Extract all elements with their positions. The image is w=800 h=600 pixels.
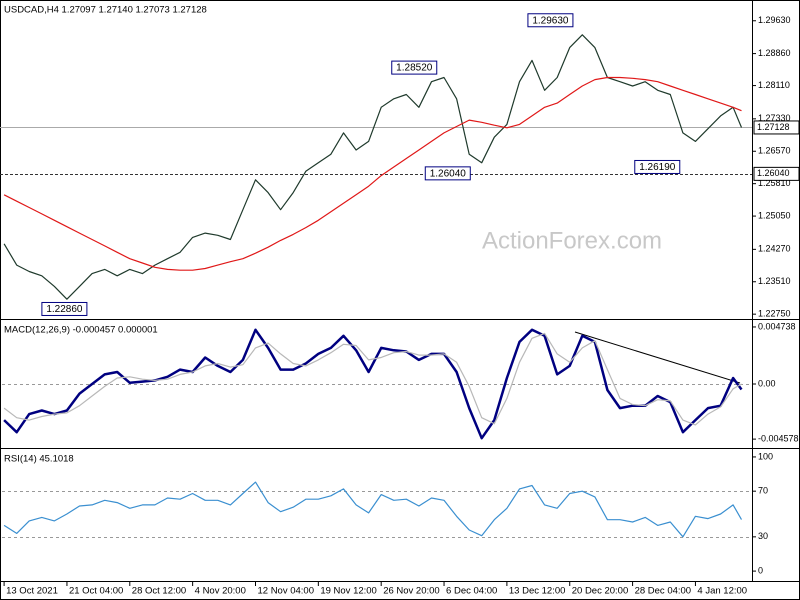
x-tick-label: 12 Nov 04:00 — [257, 586, 314, 597]
annotation-box — [634, 159, 681, 174]
y-tick-label: 30 — [758, 531, 768, 541]
watermark: ActionForex.com — [482, 227, 662, 254]
panel-title: USDCAD,H4 1.27097 1.27140 1.27073 1.2712… — [4, 5, 207, 16]
price-line-label: 1.26040 — [757, 168, 790, 178]
x-tick-label: 4 Jan 12:00 — [697, 586, 747, 597]
y-tick-label: 1.28110 — [758, 80, 790, 90]
y-tick-label: 100 — [758, 451, 773, 461]
x-tick-label: 20 Dec 20:00 — [572, 586, 629, 597]
price-line-box — [753, 120, 800, 135]
series-line — [3, 76, 742, 271]
y-tick-label: 1.27330 — [758, 113, 791, 123]
price-line-box — [753, 166, 800, 181]
price-line-label: 1.27128 — [757, 122, 790, 132]
y-tick-label: 1.23510 — [758, 276, 791, 286]
x-tick-label: 26 Nov 20:00 — [383, 586, 440, 597]
annotation-label: 1.29630 — [532, 15, 569, 26]
annotation-box — [391, 60, 438, 75]
x-tick-label: 28 Dec 04:00 — [635, 586, 692, 597]
y-tick-label: 1.24270 — [758, 244, 791, 254]
y-tick-label: 70 — [758, 486, 768, 496]
annotation-label: 1.26190 — [639, 162, 676, 173]
y-tick-label: 1.26570 — [758, 146, 791, 156]
y-tick-label: 0.004738 — [758, 321, 796, 331]
annotation-box — [424, 166, 471, 181]
trend-line — [574, 331, 741, 384]
y-tick-label: 0 — [758, 565, 763, 575]
annotation-label: 1.28520 — [396, 63, 433, 74]
x-tick-label: 4 Nov 20:00 — [195, 586, 246, 597]
y-tick-label: 1.25810 — [758, 178, 791, 188]
series-line — [3, 34, 743, 300]
series-line — [3, 332, 742, 426]
y-tick-label: 1.29630 — [758, 15, 791, 25]
x-tick-label: 21 Oct 04:00 — [69, 586, 123, 597]
x-tick-label: 28 Oct 12:00 — [132, 586, 186, 597]
y-tick-label: -0.004578 — [758, 433, 799, 443]
series-line — [3, 328, 743, 440]
x-tick-label: 6 Dec 04:00 — [446, 586, 497, 597]
x-tick-label: 13 Dec 12:00 — [509, 586, 566, 597]
panel-title: MACD(12,26,9) -0.000457 0.000001 — [4, 325, 158, 336]
series-line — [3, 481, 743, 538]
annotation-box — [527, 13, 574, 28]
y-tick-label: 1.22750 — [758, 309, 791, 319]
annotation-label: 1.26040 — [430, 169, 467, 180]
x-tick-label: 19 Nov 12:00 — [320, 586, 377, 597]
annotation-label: 1.22860 — [46, 304, 83, 315]
x-tick-label: 13 Oct 2021 — [6, 586, 58, 597]
y-tick-label: 1.28860 — [758, 48, 791, 58]
y-tick-label: 1.25050 — [758, 210, 791, 220]
annotation-box — [41, 301, 88, 316]
y-tick-label: 0.00 — [758, 378, 776, 388]
panel-title: RSI(14) 45.1018 — [4, 454, 74, 465]
